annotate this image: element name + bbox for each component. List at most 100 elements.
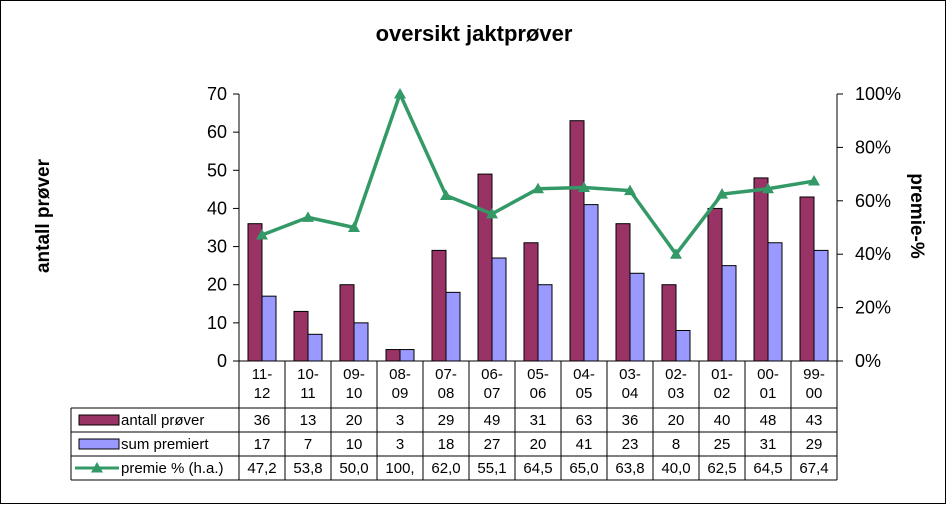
x-tick-label: 09- <box>343 366 365 383</box>
table-cell-value: 40 <box>714 412 731 429</box>
bar-antall <box>569 120 585 362</box>
table-cell-value: 67,4 <box>799 460 828 477</box>
bar-antall <box>799 196 815 362</box>
table-cell-value: 36 <box>622 412 639 429</box>
bar-premiert <box>767 242 783 362</box>
x-tick-label: 08 <box>438 385 455 402</box>
x-tick-label: 11 <box>300 385 316 402</box>
bar-premiert <box>399 349 415 362</box>
x-tick-label: 09 <box>392 385 409 402</box>
y2-tick-label: 100% <box>855 84 901 104</box>
x-tick-label: 01 <box>760 385 777 402</box>
bar-premiert <box>445 291 461 362</box>
premie-point <box>348 221 360 232</box>
plot-area: 0102030405060700%20%40%60%80%100%11-1210… <box>70 84 901 481</box>
table-cell-value: 47,2 <box>247 460 276 477</box>
legend-label: premie % (h.a.) <box>121 460 224 477</box>
y2-tick-label: 40% <box>855 244 891 264</box>
y-tick-label: 50 <box>207 160 227 180</box>
bar-premiert <box>491 257 507 362</box>
y-tick-label: 30 <box>207 237 227 257</box>
x-tick-label: 08- <box>389 366 411 383</box>
x-tick-label: 12 <box>254 385 271 402</box>
x-tick-label: 01- <box>711 366 733 383</box>
x-tick-label: 06 <box>530 385 547 402</box>
table-cell-value: 23 <box>622 436 639 453</box>
table-cell-value: 3 <box>396 436 404 453</box>
premie-point <box>532 182 544 194</box>
premie-point <box>578 181 590 192</box>
y-tick-label: 40 <box>207 198 227 218</box>
y2-tick-label: 60% <box>855 191 891 211</box>
table-cell-value: 17 <box>254 436 271 453</box>
x-tick-label: 03- <box>619 366 641 383</box>
bar-premiert <box>629 272 645 362</box>
x-tick-label: 04- <box>573 366 595 383</box>
x-tick-label: 10 <box>346 385 363 402</box>
table-cell-value: 36 <box>254 412 271 429</box>
x-tick-label: 07 <box>484 385 501 402</box>
table-cell-value: 10 <box>346 436 363 453</box>
bar-premiert <box>813 249 829 362</box>
bar-antall <box>247 223 263 362</box>
table-cell-value: 29 <box>438 412 455 429</box>
table-cell-value: 100, <box>385 460 414 477</box>
table-cell-value: 18 <box>438 436 455 453</box>
table-cell-value: 43 <box>806 412 823 429</box>
y-axis-title: antall prøver <box>33 158 54 273</box>
table-cell-value: 31 <box>760 436 777 453</box>
premie-point <box>762 182 774 194</box>
table-cell-value: 13 <box>300 412 317 429</box>
bar-premiert <box>675 329 691 362</box>
table-cell-value: 25 <box>714 436 731 453</box>
y-tick-label: 0 <box>217 351 227 371</box>
bar-antall <box>523 242 539 362</box>
table-cell-value: 40,0 <box>661 460 690 477</box>
table-cell-value: 63 <box>576 412 593 429</box>
premie-point <box>624 184 636 196</box>
premie-point <box>302 211 314 222</box>
y2-tick-label: 20% <box>855 298 891 318</box>
bar-antall <box>339 284 355 362</box>
y2-tick-label: 80% <box>855 137 891 157</box>
legend-key-antall <box>78 414 120 426</box>
table-cell-value: 64,5 <box>523 460 552 477</box>
x-tick-label: 06- <box>481 366 503 383</box>
legend-label: antall prøver <box>121 412 204 429</box>
bar-antall <box>753 177 769 362</box>
y2-tick-label: 0% <box>855 351 881 371</box>
x-tick-label: 00 <box>806 385 823 402</box>
premie-point <box>716 188 728 199</box>
legend-key-premie-marker <box>91 462 103 473</box>
x-tick-label: 02- <box>665 366 687 383</box>
table-cell-value: 29 <box>806 436 823 453</box>
table-cell-value: 62,5 <box>707 460 736 477</box>
x-tick-label: 99- <box>803 366 825 383</box>
x-tick-label: 00- <box>757 366 779 383</box>
bar-antall <box>707 207 723 362</box>
x-tick-label: 04 <box>622 385 639 402</box>
bar-premiert <box>353 322 369 362</box>
table-cell-value: 3 <box>396 412 404 429</box>
premie-point <box>808 175 820 186</box>
x-tick-label: 07- <box>435 366 457 383</box>
premie-point <box>256 228 268 240</box>
table-cell-value: 41 <box>576 436 593 453</box>
table-cell-value: 20 <box>530 436 547 453</box>
table-cell-value: 50,0 <box>339 460 368 477</box>
table-cell-value: 49 <box>484 412 501 429</box>
y2-axis-title: premie-% <box>906 173 927 259</box>
table-cell-value: 7 <box>304 436 312 453</box>
bar-premiert <box>721 265 737 362</box>
x-tick-label: 03 <box>668 385 685 402</box>
bar-antall <box>477 173 493 362</box>
table-cell-value: 55,1 <box>477 460 506 477</box>
premie-point <box>440 189 452 200</box>
bar-premiert <box>307 333 323 362</box>
x-tick-label: 10- <box>297 366 319 383</box>
table-cell-value: 65,0 <box>569 460 598 477</box>
table-cell-value: 62,0 <box>431 460 460 477</box>
bar-premiert <box>537 284 553 362</box>
